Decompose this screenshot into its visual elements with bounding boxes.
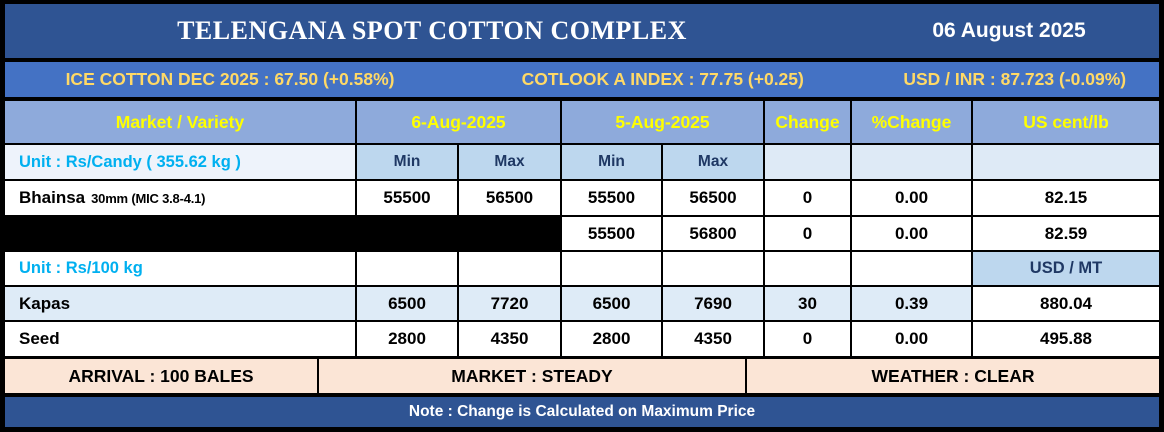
kapas-6aug-max: 7720 bbox=[459, 287, 560, 320]
unit-label-rs-candy: Unit : Rs/Candy ( 355.62 kg ) bbox=[5, 145, 355, 179]
bhainsa-6aug-min: 55500 bbox=[357, 181, 457, 215]
status-strip: ARRIVAL : 100 BALES MARKET : STEADY WEAT… bbox=[5, 359, 1159, 393]
bhainsa-6aug-max: 56500 bbox=[459, 181, 560, 215]
kapas-pct-change: 0.39 bbox=[852, 287, 971, 320]
title-bar: TELENGANA SPOT COTTON COMPLEX 06 August … bbox=[5, 4, 1159, 58]
unit100-5aug-max-empty bbox=[663, 252, 763, 285]
unit100-6aug-min-empty bbox=[357, 252, 457, 285]
price-table: Market / Variety 6-Aug-2025 5-Aug-2025 C… bbox=[5, 101, 1159, 356]
page-title: TELENGANA SPOT COTTON COMPLEX bbox=[177, 16, 687, 45]
redacted-pct-change: 0.00 bbox=[852, 217, 971, 250]
kapas-5aug-max: 7690 bbox=[663, 287, 763, 320]
redacted-5aug-max: 56800 bbox=[663, 217, 763, 250]
seed-pct-change: 0.00 bbox=[852, 322, 971, 356]
seed-5aug-max: 4350 bbox=[663, 322, 763, 356]
bhainsa-us-cent-lb: 82.15 bbox=[973, 181, 1159, 215]
subheader-usd-mt: USD / MT bbox=[973, 252, 1159, 285]
col-header-pct-change: %Change bbox=[852, 101, 971, 143]
bhainsa-5aug-max: 56500 bbox=[663, 181, 763, 215]
seed-market-cell: Seed bbox=[5, 322, 355, 356]
report-date: 06 August 2025 bbox=[932, 19, 1086, 42]
subheader-pct-empty bbox=[852, 145, 971, 179]
unit-label-rs-100kg: Unit : Rs/100 kg bbox=[5, 252, 355, 285]
kapas-6aug-min: 6500 bbox=[357, 287, 457, 320]
subheader-6aug-max: Max bbox=[459, 145, 560, 179]
subheader-cents-empty bbox=[973, 145, 1159, 179]
cotlook-index-quote: COTLOOK A INDEX : 77.75 (+0.25) bbox=[521, 69, 804, 89]
kapas-usd-mt: 880.04 bbox=[973, 287, 1159, 320]
col-header-5aug: 5-Aug-2025 bbox=[562, 101, 763, 143]
arrival-status: ARRIVAL : 100 BALES bbox=[5, 359, 317, 393]
seed-6aug-min: 2800 bbox=[357, 322, 457, 356]
seed-usd-mt: 495.88 bbox=[973, 322, 1159, 356]
seed-6aug-max: 4350 bbox=[459, 322, 560, 356]
redacted-5aug-min: 55500 bbox=[562, 217, 661, 250]
seed-change: 0 bbox=[765, 322, 850, 356]
bhainsa-change: 0 bbox=[765, 181, 850, 215]
kapas-5aug-min: 6500 bbox=[562, 287, 661, 320]
seed-5aug-min: 2800 bbox=[562, 322, 661, 356]
weather-status: WEATHER : CLEAR bbox=[747, 359, 1159, 393]
ice-cotton-quote: ICE COTTON DEC 2025 : 67.50 (+0.58%) bbox=[65, 69, 395, 89]
subheader-change-empty bbox=[765, 145, 850, 179]
unit100-change-empty bbox=[765, 252, 850, 285]
bhainsa-name: Bhainsa bbox=[19, 188, 86, 207]
unit100-6aug-max-empty bbox=[459, 252, 560, 285]
usd-inr-quote: USD / INR : 87.723 (-0.09%) bbox=[903, 69, 1127, 89]
kapas-change: 30 bbox=[765, 287, 850, 320]
index-ticker-bar: ICE COTTON DEC 2025 : 67.50 (+0.58%) COT… bbox=[5, 62, 1159, 97]
col-header-market-variety: Market / Variety bbox=[5, 101, 355, 143]
bhainsa-market-cell: Bhainsa 30mm (MIC 3.8-4.1) bbox=[5, 181, 355, 215]
unit100-5aug-min-empty bbox=[562, 252, 661, 285]
note-bar: Note : Change is Calculated on Maximum P… bbox=[5, 397, 1159, 427]
market-status: MARKET : STEADY bbox=[319, 359, 745, 393]
col-header-change: Change bbox=[765, 101, 850, 143]
bhainsa-pct-change: 0.00 bbox=[852, 181, 971, 215]
unit100-pct-empty bbox=[852, 252, 971, 285]
kapas-market-cell: Kapas bbox=[5, 287, 355, 320]
redacted-change: 0 bbox=[765, 217, 850, 250]
subheader-5aug-min: Min bbox=[562, 145, 661, 179]
bhainsa-spec: 30mm (MIC 3.8-4.1) bbox=[91, 190, 206, 206]
redacted-us-cent-lb: 82.59 bbox=[973, 217, 1159, 250]
subheader-5aug-max: Max bbox=[663, 145, 763, 179]
col-header-6aug: 6-Aug-2025 bbox=[357, 101, 560, 143]
col-header-us-cent-lb: US cent/lb bbox=[973, 101, 1159, 143]
redacted-market-cell bbox=[5, 217, 560, 250]
subheader-6aug-min: Min bbox=[357, 145, 457, 179]
bhainsa-5aug-min: 55500 bbox=[562, 181, 661, 215]
note-text: Note : Change is Calculated on Maximum P… bbox=[408, 403, 756, 420]
